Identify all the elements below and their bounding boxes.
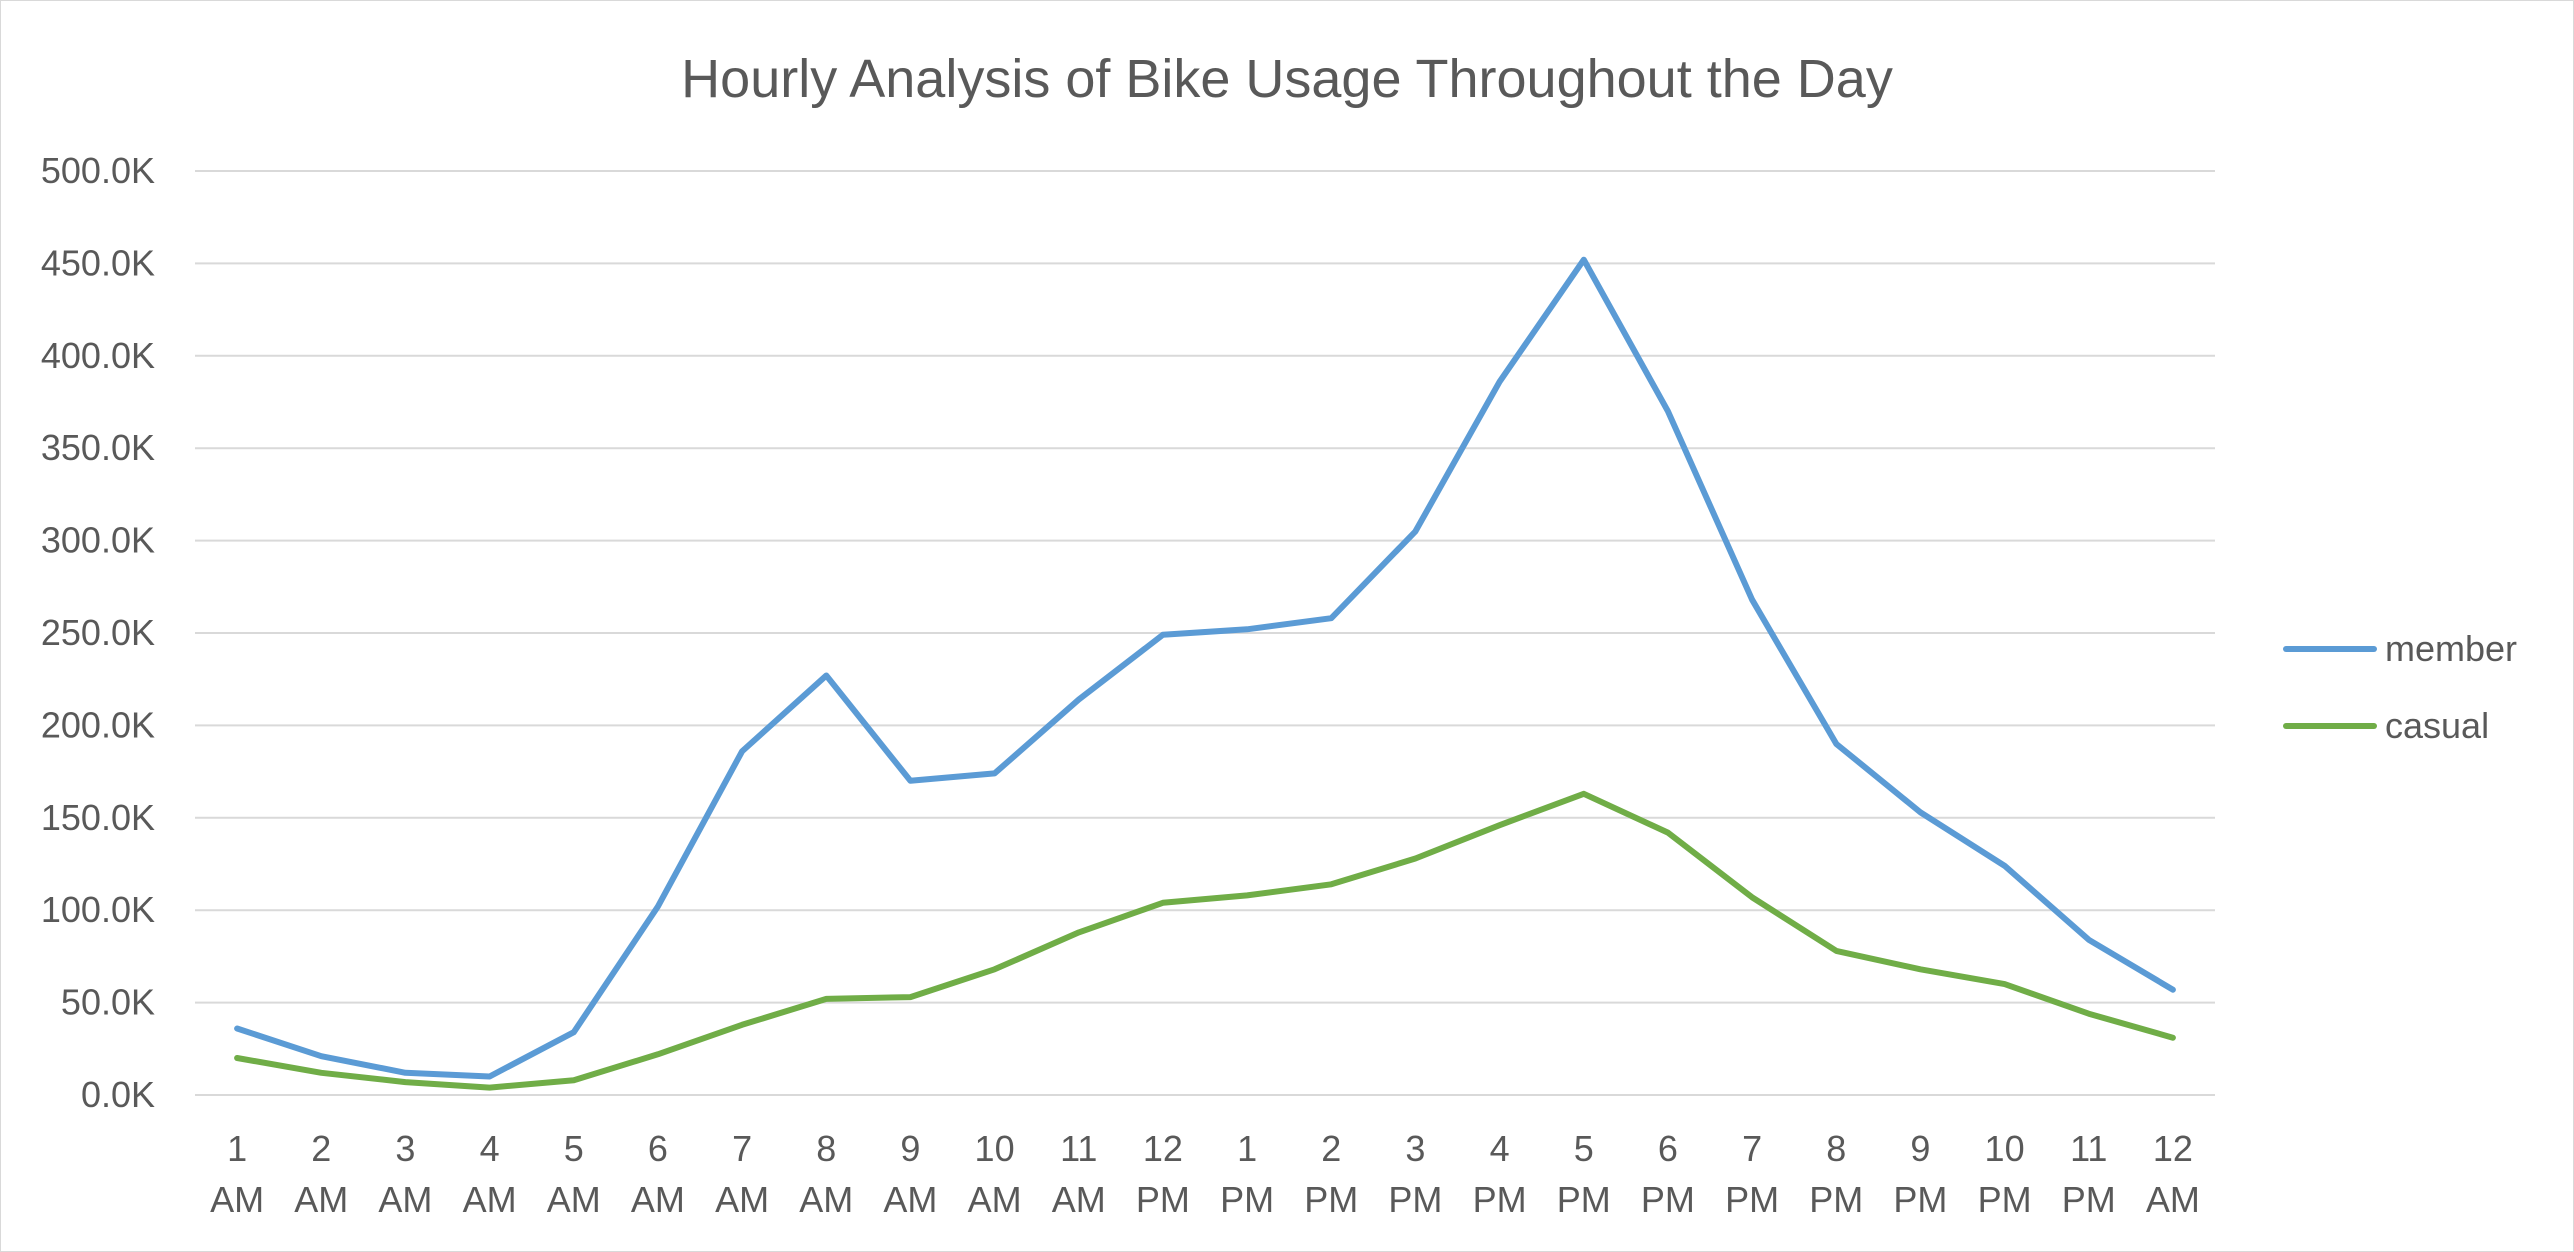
- x-tick-label-period: AM: [210, 1179, 264, 1220]
- y-tick-label: 0.0K: [81, 1074, 155, 1115]
- x-tick-label-number: 11: [1060, 1128, 1097, 1169]
- x-tick-label-period: PM: [1893, 1179, 1947, 1220]
- x-tick-label-number: 8: [816, 1128, 836, 1169]
- x-tick-label-number: 11: [2070, 1128, 2107, 1169]
- x-axis-tick-labels: 1AM2AM3AM4AM5AM6AM7AM8AM9AM10AM11AM12PM1…: [210, 1128, 2200, 1220]
- x-tick-label-number: 9: [900, 1128, 920, 1169]
- y-axis-tick-labels: 0.0K 50.0K 100.0K 150.0K 200.0K 250.0K 300.0K 3…: [41, 150, 155, 1115]
- y-tick-label: 100.0K: [41, 889, 155, 930]
- x-tick-label-period: AM: [547, 1179, 601, 1220]
- x-tick-label-period: AM: [715, 1179, 769, 1220]
- x-tick-label-number: 2: [1321, 1128, 1341, 1169]
- x-tick-label-number: 2: [311, 1128, 331, 1169]
- x-tick-label-period: AM: [1052, 1179, 1106, 1220]
- x-tick-label-period: PM: [1473, 1179, 1527, 1220]
- x-tick-label-number: 3: [1405, 1128, 1425, 1169]
- x-tick-label-period: PM: [1304, 1179, 1358, 1220]
- x-tick-label-period: PM: [1725, 1179, 1779, 1220]
- x-tick-label-number: 9: [1910, 1128, 1930, 1169]
- x-tick-label-period: AM: [294, 1179, 348, 1220]
- x-tick-label-number: 7: [732, 1128, 752, 1169]
- x-tick-label-period: AM: [463, 1179, 517, 1220]
- x-tick-label-number: 5: [564, 1128, 584, 1169]
- legend: member casual: [2283, 628, 2517, 746]
- series-line-casual: [234, 790, 2176, 1091]
- x-tick-label-number: 5: [1574, 1128, 1594, 1169]
- y-tick-label: 50.0K: [61, 982, 155, 1023]
- y-tick-label: 400.0K: [41, 335, 155, 376]
- x-tick-label-number: 3: [395, 1128, 415, 1169]
- x-tick-label-period: AM: [968, 1179, 1022, 1220]
- x-tick-label-number: 4: [1490, 1128, 1510, 1169]
- x-tick-label-period: PM: [1388, 1179, 1442, 1220]
- x-tick-label-period: PM: [1136, 1179, 1190, 1220]
- x-tick-label-period: AM: [799, 1179, 853, 1220]
- x-tick-label-number: 12: [1143, 1128, 1183, 1169]
- x-tick-label-period: AM: [2146, 1179, 2200, 1220]
- x-tick-label-period: PM: [1809, 1179, 1863, 1220]
- x-tick-label-number: 8: [1826, 1128, 1846, 1169]
- series-lines: [234, 256, 2176, 1091]
- y-tick-label: 150.0K: [41, 797, 155, 838]
- y-tick-label: 250.0K: [41, 612, 155, 653]
- x-tick-label-number: 7: [1742, 1128, 1762, 1169]
- x-tick-label-period: PM: [2062, 1179, 2116, 1220]
- x-tick-label-period: PM: [1641, 1179, 1695, 1220]
- x-tick-label-period: AM: [378, 1179, 432, 1220]
- x-tick-label-number: 10: [1985, 1128, 2025, 1169]
- x-tick-label-period: PM: [1978, 1179, 2032, 1220]
- x-tick-label-number: 6: [648, 1128, 668, 1169]
- legend-label-member: member: [2385, 628, 2517, 669]
- y-tick-label: 200.0K: [41, 704, 155, 745]
- x-tick-label-number: 1: [227, 1128, 247, 1169]
- x-tick-label-number: 4: [480, 1128, 500, 1169]
- x-tick-label-number: 12: [2153, 1128, 2193, 1169]
- y-tick-label: 450.0K: [41, 242, 155, 283]
- x-tick-label-number: 10: [975, 1128, 1015, 1169]
- x-tick-label-period: AM: [883, 1179, 937, 1220]
- x-tick-label-period: PM: [1220, 1179, 1274, 1220]
- x-tick-label-period: PM: [1557, 1179, 1611, 1220]
- series-line-member: [234, 256, 2176, 1080]
- x-tick-label-number: 6: [1658, 1128, 1678, 1169]
- chart-title: Hourly Analysis of Bike Usage Throughout…: [681, 49, 1893, 109]
- y-tick-label: 500.0K: [41, 150, 155, 191]
- x-tick-label-period: AM: [631, 1179, 685, 1220]
- y-tick-label: 300.0K: [41, 520, 155, 561]
- x-tick-label-number: 1: [1237, 1128, 1257, 1169]
- legend-label-casual: casual: [2385, 705, 2489, 746]
- y-tick-label: 350.0K: [41, 427, 155, 468]
